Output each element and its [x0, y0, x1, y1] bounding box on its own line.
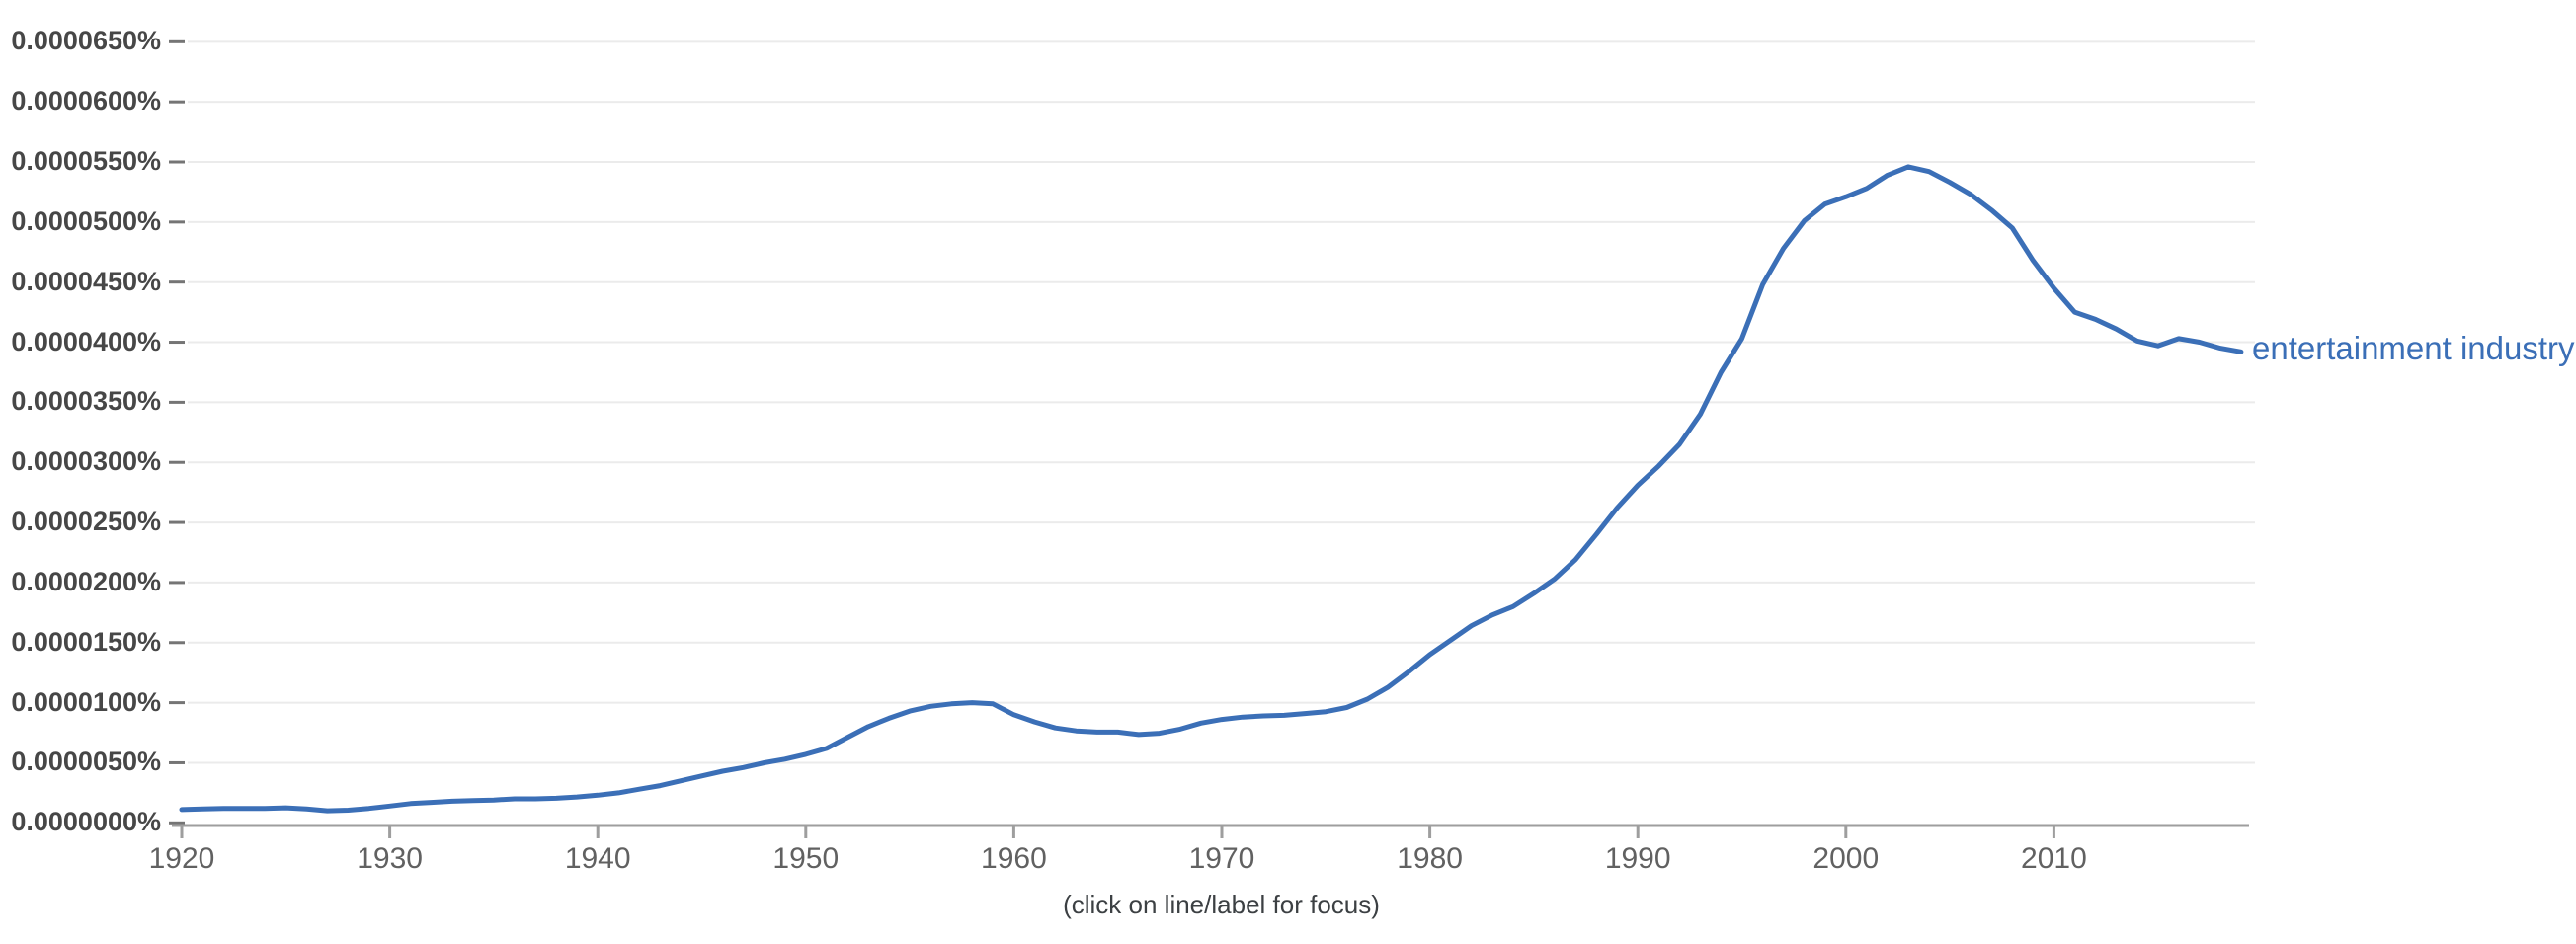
y-axis-label: 0.0000250% [11, 507, 161, 537]
x-axis-label: 1970 [1188, 842, 1255, 875]
x-axis-label: 1950 [772, 842, 840, 875]
y-axis-label: 0.0000300% [11, 446, 161, 477]
x-axis-label: 1920 [148, 842, 215, 875]
x-axis-label: 1960 [981, 842, 1047, 875]
y-axis-label: 0.0000500% [11, 205, 161, 236]
x-axis-label: 2000 [1812, 842, 1880, 875]
focus-hint-text: (click on line/label for focus) [1063, 890, 1380, 919]
x-axis-label: 1940 [564, 842, 631, 875]
x-axis-label: 2010 [2021, 842, 2087, 875]
y-axis-label: 0.0000150% [11, 626, 161, 657]
y-axis-label: 0.0000200% [11, 566, 161, 596]
y-axis-label: 0.0000350% [11, 386, 161, 417]
x-axis-label: 1990 [1604, 842, 1671, 875]
y-axis-label: 0.0000000% [11, 807, 161, 837]
y-axis-label: 0.0000600% [11, 86, 161, 117]
y-axis-label: 0.0000400% [11, 326, 161, 356]
x-axis-label: 1930 [357, 842, 423, 875]
y-axis-label: 0.0000550% [11, 146, 161, 176]
y-axis-label: 0.0000650% [11, 26, 161, 56]
y-axis-label: 0.0000450% [11, 266, 161, 296]
y-axis-label: 0.0000100% [11, 686, 161, 717]
series-label-entertainment-industry[interactable]: entertainment industry [2252, 330, 2575, 367]
y-axis-label: 0.0000050% [11, 747, 161, 777]
x-axis-label: 1980 [1397, 842, 1463, 875]
series-line-entertainment-industry[interactable] [179, 164, 2244, 814]
